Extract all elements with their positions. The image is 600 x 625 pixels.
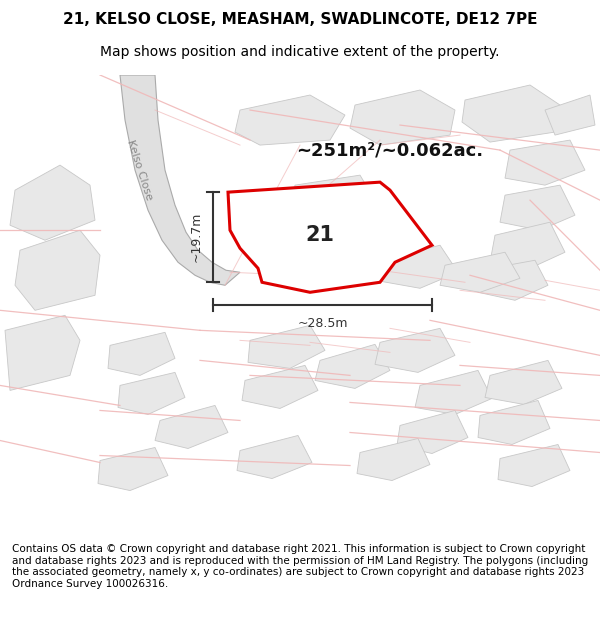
Polygon shape <box>242 366 318 409</box>
Polygon shape <box>248 326 325 368</box>
Text: 21: 21 <box>305 225 335 245</box>
Text: Kelso Close: Kelso Close <box>125 139 154 202</box>
Polygon shape <box>498 444 570 486</box>
Polygon shape <box>285 248 360 288</box>
Polygon shape <box>108 332 175 376</box>
Polygon shape <box>478 401 550 444</box>
Polygon shape <box>228 182 432 292</box>
Polygon shape <box>235 95 345 145</box>
Polygon shape <box>462 85 560 142</box>
Text: ~19.7m: ~19.7m <box>190 212 203 262</box>
Polygon shape <box>545 95 595 135</box>
Polygon shape <box>375 328 455 372</box>
Polygon shape <box>415 371 492 414</box>
Polygon shape <box>440 253 520 292</box>
Text: ~251m²/~0.062ac.: ~251m²/~0.062ac. <box>296 141 484 159</box>
Polygon shape <box>350 90 455 145</box>
Polygon shape <box>237 436 312 479</box>
Polygon shape <box>118 372 185 414</box>
Polygon shape <box>500 185 575 230</box>
Polygon shape <box>490 222 565 268</box>
Polygon shape <box>485 361 562 404</box>
Polygon shape <box>375 245 458 288</box>
Text: ~28.5m: ~28.5m <box>297 318 348 331</box>
Polygon shape <box>478 260 548 300</box>
Polygon shape <box>10 165 95 240</box>
Polygon shape <box>308 215 385 255</box>
Polygon shape <box>155 406 228 449</box>
Polygon shape <box>397 411 468 454</box>
Polygon shape <box>290 175 375 215</box>
Polygon shape <box>120 75 240 285</box>
Polygon shape <box>15 230 100 311</box>
Polygon shape <box>315 344 390 388</box>
Text: Map shows position and indicative extent of the property.: Map shows position and indicative extent… <box>100 44 500 59</box>
Text: Contains OS data © Crown copyright and database right 2021. This information is : Contains OS data © Crown copyright and d… <box>12 544 588 589</box>
Polygon shape <box>5 316 80 391</box>
Text: 21, KELSO CLOSE, MEASHAM, SWADLINCOTE, DE12 7PE: 21, KELSO CLOSE, MEASHAM, SWADLINCOTE, D… <box>63 11 537 26</box>
Polygon shape <box>357 439 430 481</box>
Polygon shape <box>98 448 168 491</box>
Polygon shape <box>505 140 585 185</box>
